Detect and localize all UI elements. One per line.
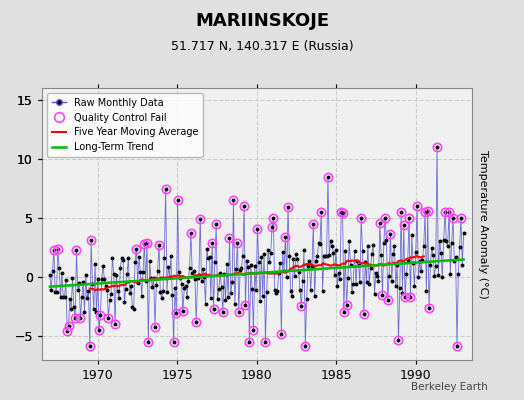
Y-axis label: Temperature Anomaly (°C): Temperature Anomaly (°C) bbox=[478, 150, 488, 298]
Text: 51.717 N, 140.317 E (Russia): 51.717 N, 140.317 E (Russia) bbox=[171, 40, 353, 53]
Legend: Raw Monthly Data, Quality Control Fail, Five Year Moving Average, Long-Term Tren: Raw Monthly Data, Quality Control Fail, … bbox=[47, 93, 203, 157]
Text: Berkeley Earth: Berkeley Earth bbox=[411, 382, 487, 392]
Text: MARIINSKOJE: MARIINSKOJE bbox=[195, 12, 329, 30]
